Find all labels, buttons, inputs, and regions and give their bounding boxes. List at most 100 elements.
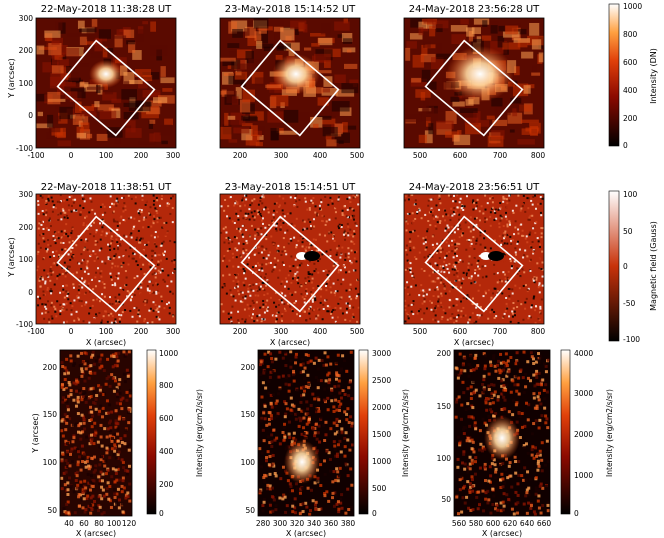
row3-cbar-tick: 600 — [159, 414, 174, 423]
row3-cbar-tick: 3000 — [574, 389, 593, 398]
row1-xtick: -100 — [27, 151, 44, 160]
row1-xtick: 300 — [166, 151, 181, 160]
row2-cbar-tick: -50 — [623, 299, 635, 308]
row1-ytick: 200 — [19, 46, 34, 55]
row3-xtick: 340 — [307, 519, 322, 528]
row3-xtick: 380 — [341, 519, 356, 528]
row3-xtick: 100 — [107, 519, 122, 528]
row3-xtick: 600 — [486, 519, 501, 528]
row2-ytick: 100 — [19, 255, 34, 264]
row3-xtick: 300 — [273, 519, 288, 528]
row3-cbar-tick: 500 — [372, 484, 387, 493]
row3-p2-yticks: 200 150 100 50 — [241, 363, 256, 515]
row1-xtick: 500 — [413, 151, 428, 160]
row3-xtick: 40 — [64, 519, 74, 528]
row2-ytick: 300 — [19, 190, 34, 199]
row2-xticks-2: 200 300 400 500 — [233, 327, 365, 336]
row2-title-3: 24-May-2018 23:56:51 UT — [409, 182, 540, 193]
row1-xtick: 700 — [493, 151, 508, 160]
row3-cbar-label: Intensity (erg/cm2/s/sr) — [401, 389, 410, 477]
row1-xtick: 100 — [99, 151, 114, 160]
row2-ylabel: Y (arcsec) — [7, 237, 16, 278]
row1-ytick: 100 — [19, 79, 34, 88]
row1-xticks-3: 500 600 700 800 — [413, 151, 546, 160]
row3-cbar-tick: 0 — [159, 509, 164, 518]
row3-cbar-tick: 0 — [574, 509, 579, 518]
row3-p3-colorbar: 4000 3000 2000 1000 0 Intensity (erg/cm2… — [560, 349, 614, 518]
row3-ytick: 100 — [437, 454, 452, 463]
row3-cbar-tick: 0 — [372, 509, 377, 518]
overlay-layer — [35, 17, 551, 517]
row2-xtick: -100 — [27, 327, 44, 336]
row2-xtick: 700 — [493, 327, 508, 336]
row1-cbar-tick: 400 — [623, 86, 638, 95]
row3-cbar-tick: 4000 — [574, 349, 593, 358]
row3-xtick: 620 — [503, 519, 518, 528]
row1-cbar-label: Intensity (DN) — [649, 48, 658, 104]
row2-xtick: 400 — [313, 327, 328, 336]
row3-cbar-tick: 1000 — [372, 457, 391, 466]
row3-p3-yticks: 200 150 100 50 — [437, 349, 452, 504]
row1-cbar-tick: 1000 — [623, 2, 642, 11]
row3-p1-colorbar: 1000 800 600 400 200 0 Intensity (erg/cm… — [146, 349, 204, 518]
row2-xtick: 200 — [233, 327, 248, 336]
row1-xtick: 300 — [274, 151, 289, 160]
row2-cbar-tick: 100 — [623, 190, 638, 199]
texture-layer — [36, 18, 550, 516]
row2-xtick: 800 — [531, 327, 546, 336]
row3-xtick: 660 — [537, 519, 552, 528]
row3-xtick: 560 — [452, 519, 467, 528]
row3-xlabel-1: X (arcsec) — [76, 529, 116, 538]
row2-title-2: 23-May-2018 15:14:51 UT — [225, 182, 356, 193]
row1-xtick: 0 — [69, 151, 74, 160]
row3-ytick: 150 — [437, 402, 452, 411]
row3-ytick: 100 — [241, 458, 256, 467]
row3-xlabel-3: X (arcsec) — [482, 529, 522, 538]
row3-xtick: 80 — [94, 519, 104, 528]
row1-cbar-tick: 200 — [623, 114, 638, 123]
row1-title-2: 23-May-2018 15:14:52 UT — [225, 4, 356, 15]
row3-cbar-tick: 2500 — [372, 376, 391, 385]
row3-xtick: 360 — [324, 519, 339, 528]
row1-xtick: 200 — [233, 151, 248, 160]
row1-title-1: 22-May-2018 11:38:28 UT — [41, 4, 172, 15]
row3-p1-yticks: 200 150 100 50 — [43, 363, 58, 515]
row3-ytick: 150 — [43, 410, 58, 419]
row3-ylabel: Y (arcsec) — [31, 413, 40, 454]
row2-cbar-label: Magnetic field (Gauss) — [649, 221, 658, 311]
row3-xtick: 60 — [79, 519, 89, 528]
row3-ytick: 50 — [441, 495, 451, 504]
row3-ytick: 50 — [47, 506, 57, 515]
row3-p1-xticks: 40 60 80 100 120 — [64, 519, 136, 528]
row1-xticks-2: 200 300 400 500 — [233, 151, 365, 160]
row1-title-3: 24-May-2018 23:56:28 UT — [409, 4, 540, 15]
row1-xticks-1: -100 0 100 200 300 — [27, 151, 180, 160]
row2-xtick: 100 — [99, 327, 114, 336]
row2-ytick: 0 — [28, 288, 33, 297]
row1-cbar-tick: 800 — [623, 30, 638, 39]
row1-cbar-tick: 600 — [623, 58, 638, 67]
row3-ytick: 100 — [43, 458, 58, 467]
row3-cbar-tick: 3000 — [372, 349, 391, 358]
row1-ytick: -100 — [16, 144, 33, 153]
row2-cbar-tick: 0 — [623, 262, 628, 271]
row2-xticks-3: 500 600 700 800 — [413, 327, 546, 336]
row2-xtick: 300 — [274, 327, 289, 336]
row3-cbar-label: Intensity (erg/cm2/s/sr) — [605, 389, 614, 477]
row2-xtick: 300 — [166, 327, 181, 336]
row2-xtick: 500 — [413, 327, 428, 336]
row1-ytick: 0 — [28, 111, 33, 120]
row2-ytick: 200 — [19, 223, 34, 232]
row3-xtick: 640 — [520, 519, 535, 528]
row3-xtick: 320 — [290, 519, 305, 528]
row3-ytick: 150 — [241, 410, 256, 419]
row1-yticks: 300 200 100 0 -100 — [16, 14, 33, 153]
row2-xtick: 600 — [453, 327, 468, 336]
row3-cbar-tick: 200 — [159, 480, 174, 489]
row3-ytick: 50 — [245, 506, 255, 515]
row2-colorbar: 100 50 0 -50 -100 Magnetic field (Gauss) — [608, 190, 658, 344]
row2-cbar-tick: 50 — [623, 227, 633, 236]
row1-ylabel: Y (arcsec) — [7, 58, 16, 99]
row3-cbar-tick: 400 — [159, 447, 174, 456]
